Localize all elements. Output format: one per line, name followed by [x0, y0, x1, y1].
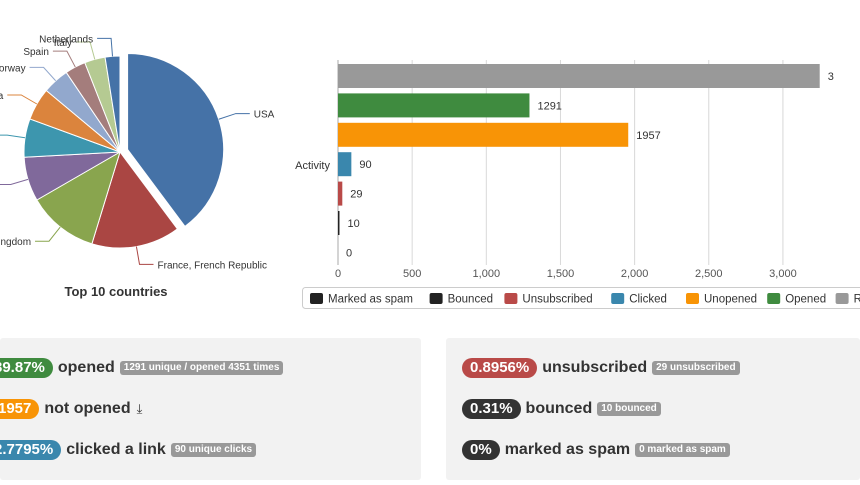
- bar-opened[interactable]: [338, 93, 530, 118]
- spam-label: marked as spam: [504, 441, 631, 458]
- x-tick-label: 0: [335, 268, 341, 280]
- bounced-label: bounced: [525, 400, 593, 417]
- legend-swatch-unopened[interactable]: [686, 293, 699, 304]
- bar-unsubscribed[interactable]: [338, 181, 343, 206]
- legend-item-opened[interactable]: Opened: [785, 294, 826, 306]
- bar-bounced[interactable]: [338, 211, 340, 235]
- clicked-badge: 90 unique clicks: [170, 443, 257, 457]
- bar-recipients[interactable]: [338, 64, 820, 88]
- bounced-stat: 0.31% bounced 10 bounced: [462, 399, 661, 419]
- pie-label-italy: Italy: [54, 38, 72, 49]
- opened-label: opened: [57, 359, 115, 376]
- clicked-rate-pill: 2.7795%: [0, 440, 62, 460]
- pie-label-norway: Norway: [0, 63, 26, 74]
- not-opened-stat: 1957 not opened ⤓: [0, 399, 142, 419]
- bar-value-clicked: 90: [359, 159, 371, 171]
- unsubscribed-badge: 29 unsubscribed: [652, 361, 740, 375]
- pie-connector-spain: [52, 50, 76, 68]
- clicked-stat: 2.7795% clicked a link 90 unique clicks: [0, 440, 257, 460]
- opened-stat: 39.87% opened 1291 unique / opened 4351 …: [0, 358, 284, 378]
- x-tick-label: 1,500: [547, 268, 575, 280]
- pie-connector-india: [7, 94, 38, 105]
- opened-badge: 1291 unique / opened 4351 times: [119, 361, 284, 375]
- unsubscribed-rate-pill: 0.8956%: [462, 358, 538, 378]
- pie-connector-usa: [218, 113, 250, 120]
- x-tick-label: 2,000: [621, 268, 649, 280]
- pie-connector-norway: [29, 66, 57, 82]
- pie-connector-united-kingdom: [35, 226, 61, 242]
- legend-swatch-recipients[interactable]: [835, 293, 849, 304]
- bounced-rate-pill: 0.31%: [462, 399, 521, 419]
- delivery-stats-panel: 0.8956% unsubscribed 29 unsubscribed 0.3…: [446, 338, 860, 480]
- clicked-label: clicked a link: [66, 441, 166, 458]
- bar-value-recipients: 3: [828, 71, 834, 83]
- bar-value-unsubscribed: 29: [350, 189, 362, 201]
- pie-slice-france-french-republic[interactable]: [91, 150, 179, 249]
- unsubscribed-stat: 0.8956% unsubscribed 29 unsubscribed: [462, 358, 740, 378]
- x-tick-label: 500: [403, 268, 421, 280]
- x-tick-label: 1,000: [473, 268, 501, 280]
- pie-label-spain: Spain: [23, 47, 49, 58]
- legend-swatch-unsubscribed[interactable]: [504, 293, 518, 304]
- legend-swatch-marked-as-spam[interactable]: [310, 293, 323, 304]
- category-label: Activity: [295, 160, 330, 172]
- spam-badge: 0 marked as spam: [635, 443, 730, 457]
- legend-swatch-clicked[interactable]: [611, 293, 625, 304]
- bar-value-opened: 1291: [537, 100, 561, 112]
- opened-rate-pill: 39.87%: [0, 358, 53, 378]
- charts-canvas: USA France, French Republic United Kingdom…: [0, 34, 860, 309]
- engagement-stats-panel: 39.87% opened 1291 unique / opened 4351 …: [0, 338, 421, 480]
- pie-connector-netherlands: [97, 37, 114, 57]
- bar-chart-legend: Marked as spam Bounced Unsubscribed Clicked…: [302, 287, 860, 309]
- bar-chart: 0 500 1,000 1,500 2,000 2,500 3,000 Activity 3 12…: [295, 60, 834, 280]
- bounced-badge: 10 bounced: [597, 402, 661, 416]
- pie-label-india: India: [0, 91, 4, 102]
- bar-value-bounced: 10: [347, 218, 359, 230]
- not-opened-label: not opened: [44, 400, 131, 417]
- pie-connector-france-french-republic: [135, 246, 154, 265]
- not-opened-pill: 1957: [0, 399, 40, 419]
- pie-label-united-kingdom: United Kingdom: [0, 237, 31, 248]
- legend-swatch-opened[interactable]: [767, 293, 781, 304]
- bar-unopened[interactable]: [338, 122, 629, 147]
- x-tick-label: 2,500: [695, 268, 723, 280]
- pie-slice-united-kingdom[interactable]: [36, 150, 121, 245]
- pie-connector-italy: [76, 41, 96, 60]
- spam-stat: 0% marked as spam 0 marked as spam: [462, 440, 730, 460]
- pie-connector-canada: [0, 134, 26, 139]
- spam-rate-pill: 0%: [462, 440, 500, 460]
- legend-item-recipients[interactable]: Recipients: [854, 294, 860, 306]
- download-icon[interactable]: ⤓: [136, 401, 143, 416]
- pie-label-france-french-republic: France, French Republic: [158, 260, 267, 271]
- pie-label-usa: USA: [254, 110, 275, 121]
- x-tick-label: 3,000: [769, 268, 797, 280]
- pie-connector-germany: [0, 178, 29, 186]
- legend-item-unopened[interactable]: Unopened: [704, 294, 757, 306]
- pie-chart: USA France, French Republic United Kingdom…: [0, 34, 275, 271]
- legend-swatch-bounced[interactable]: [429, 293, 443, 304]
- pie-chart-title: Top 10 countries: [64, 284, 167, 299]
- legend-item-clicked[interactable]: Clicked: [629, 294, 667, 306]
- bar-value-marked-as-spam: 0: [346, 247, 352, 259]
- unsubscribed-label: unsubscribed: [542, 359, 648, 376]
- bar-clicked[interactable]: [338, 152, 352, 177]
- legend-item-bounced[interactable]: Bounced: [448, 294, 493, 306]
- legend-item-marked-as-spam[interactable]: Marked as spam: [328, 294, 413, 306]
- legend-item-unsubscribed[interactable]: Unsubscribed: [522, 294, 592, 306]
- pie-slice-usa[interactable]: [127, 52, 225, 228]
- bar-value-unopened: 1957: [636, 130, 660, 142]
- pie-label-netherlands: Netherlands: [39, 34, 93, 45]
